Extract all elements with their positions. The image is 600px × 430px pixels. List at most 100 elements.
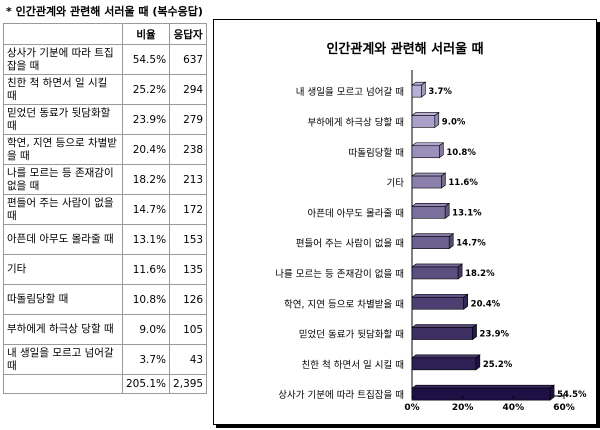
- category-label: 아픈데 아무도 몰라줄 때: [308, 208, 404, 219]
- bar-top-face: [411, 324, 478, 328]
- data-label: 9.0%: [442, 117, 466, 127]
- data-label: 11.6%: [448, 178, 478, 188]
- bar-top-face: [411, 354, 481, 359]
- data-label: 54.5%: [557, 390, 587, 400]
- bar-1: [411, 81, 427, 98]
- bar-front-face: [411, 236, 450, 249]
- bar-end-cap: [549, 384, 555, 401]
- category-label: 부하에게 하극상 당할 때: [308, 116, 404, 128]
- row-pct: 13.1%: [121, 224, 171, 255]
- total-pct: 205.1%: [121, 374, 171, 394]
- bar-top-face: [411, 263, 464, 268]
- chart-title: 인간관계와 관련해 서러울 때: [326, 42, 484, 57]
- row-label: 믿었던 동료가 뒷담화할 때: [3, 104, 123, 135]
- bar-top-face: [411, 384, 555, 389]
- row-pct: 9.0%: [121, 314, 171, 345]
- data-label: 14.7%: [456, 239, 486, 249]
- bar-end-cap: [439, 142, 444, 159]
- bar-front-face: [411, 296, 464, 310]
- chart-panel: 인간관계와 관련해 서러울 때 내 생일을 모르고 넘어갈 때 3.7% 부하에게 …: [213, 19, 597, 425]
- data-label: 3.7%: [428, 87, 452, 97]
- table-row: 기타 11.6% 135: [3, 254, 208, 285]
- row-count: 637: [169, 44, 208, 75]
- row-label: 학연, 지연 등으로 차별받을 때: [3, 134, 123, 165]
- row-count: 279: [169, 104, 208, 135]
- category-label: 기타: [387, 178, 405, 189]
- bar-10: [411, 354, 481, 371]
- total-count: 2,395: [169, 374, 208, 394]
- row-label: 아픈데 아무도 몰라줄 때: [3, 224, 123, 255]
- category-label: 나를 모르는 등 존재감이 없을 때: [275, 268, 404, 280]
- data-table: 비율 응답자 상사가 기분에 따라 트집잡을 때 54.5% 637 친한 척 하면서…: [3, 23, 208, 394]
- row-count: 294: [169, 74, 208, 105]
- row-count: 153: [169, 224, 208, 255]
- data-label: 25.2%: [483, 360, 513, 370]
- table-row: 편들어 주는 사람이 없을 때 14.7% 172: [3, 194, 208, 225]
- bar-top-face: [411, 172, 447, 177]
- category-label: 상사가 기분에 따라 트집잡을 때: [278, 389, 404, 401]
- row-count: 43: [169, 344, 208, 375]
- bar-front-face: [411, 145, 440, 159]
- row-count: 238: [169, 134, 208, 165]
- bar-6: [411, 233, 455, 250]
- bar-end-cap: [457, 263, 463, 280]
- header-count: 응답자: [169, 23, 208, 45]
- row-pct: 23.9%: [121, 104, 171, 135]
- row-pct: 10.8%: [121, 284, 171, 315]
- row-label: 내 생일을 모르고 넘어갈 때: [3, 344, 123, 375]
- row-label: 따돌림당할 때: [3, 284, 123, 315]
- category-label: 믿었던 동료가 뒷담화할 때: [299, 329, 404, 341]
- bar-front-face: [411, 175, 442, 189]
- table-row: 나를 모르는 등 존재감이 없을 때 18.2% 213: [3, 164, 208, 195]
- bar-9: [411, 323, 478, 341]
- data-label: 18.2%: [465, 269, 495, 279]
- table-row: 믿었던 동료가 뒷담화할 때 23.9% 279: [3, 104, 208, 135]
- bar-end-cap: [463, 293, 468, 310]
- x-tick-label: 60%: [553, 403, 575, 413]
- row-label: 기타: [3, 254, 123, 285]
- bar-front-face: [411, 115, 436, 128]
- row-pct: 25.2%: [121, 74, 171, 105]
- row-pct: 11.6%: [121, 254, 171, 285]
- data-label: 20.4%: [471, 299, 501, 309]
- bar-2: [411, 111, 440, 129]
- bar-front-face: [411, 357, 477, 371]
- header-pct: 비율: [121, 23, 171, 45]
- x-tick-label: 0%: [404, 403, 419, 413]
- x-tick-label: 40%: [503, 403, 525, 413]
- bar-top-face: [411, 233, 455, 237]
- row-pct: 18.2%: [121, 164, 171, 195]
- bar-chart: 내 생일을 모르고 넘어갈 때 3.7% 부하에게 하극상 당할 때 9.0% 따돌림당…: [275, 70, 587, 413]
- row-label: 부하에게 하극상 당할 때: [3, 314, 123, 345]
- table-row: 부하에게 하극상 당할 때 9.0% 105: [3, 314, 208, 345]
- row-count: 213: [169, 164, 208, 195]
- header-label: [3, 23, 123, 45]
- table-header-row: 비율 응답자: [3, 23, 208, 45]
- row-pct: 20.4%: [121, 134, 171, 165]
- row-pct: 3.7%: [121, 344, 171, 375]
- row-count: 126: [169, 284, 208, 315]
- category-label: 따돌림당할 때: [349, 147, 404, 159]
- category-label: 내 생일을 모르고 넘어갈 때: [296, 86, 404, 98]
- bar-top-face: [411, 142, 445, 147]
- row-count: 105: [169, 314, 208, 345]
- row-label: 상사가 기분에 따라 트집잡을 때: [3, 44, 123, 75]
- bar-front-face: [411, 266, 459, 280]
- bar-end-cap: [475, 354, 481, 371]
- category-label: 학연, 지연 등으로 차별받을 때: [284, 298, 404, 310]
- bar-end-cap: [444, 202, 450, 219]
- bar-front-face: [411, 84, 422, 98]
- table-row: 친한 척 하면서 일 시킬 때 25.2% 294: [3, 74, 208, 105]
- table-row: 아픈데 아무도 몰라줄 때 13.1% 153: [3, 224, 208, 255]
- bar-5: [411, 202, 451, 219]
- bar-8: [411, 293, 469, 310]
- bar-top-face: [411, 112, 440, 116]
- table-row: 학연, 지연 등으로 차별받을 때 20.4% 238: [3, 134, 208, 165]
- row-label: 친한 척 하면서 일 시킬 때: [3, 74, 123, 105]
- bar-front-face: [411, 387, 551, 401]
- bar-front-face: [411, 206, 446, 219]
- bar-4: [411, 172, 447, 189]
- row-label: 편들어 주는 사람이 없을 때: [3, 194, 123, 225]
- data-label: 10.8%: [446, 148, 476, 158]
- bar-end-cap: [421, 81, 426, 98]
